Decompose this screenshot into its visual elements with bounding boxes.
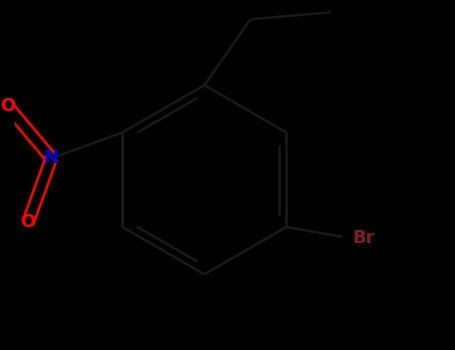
Text: Br: Br: [353, 229, 375, 247]
Text: O: O: [0, 97, 15, 115]
Text: O: O: [20, 213, 35, 231]
Text: N: N: [44, 149, 59, 167]
